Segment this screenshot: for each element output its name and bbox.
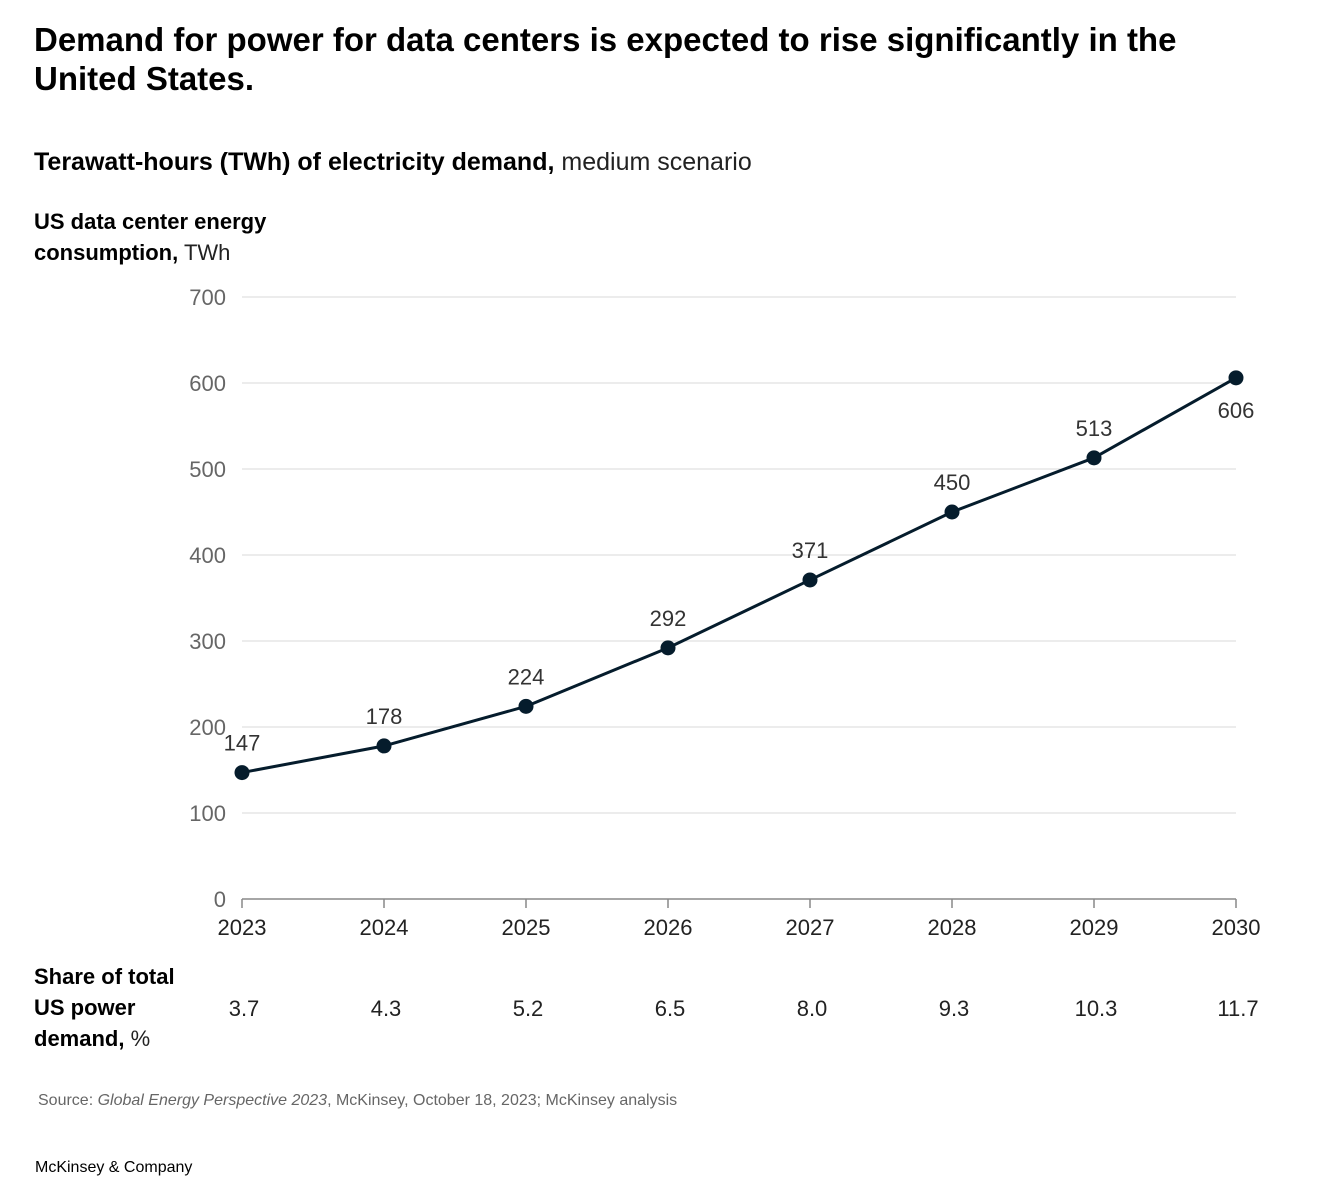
subtitle-bold: Terawatt-hours (TWh) of electricity dema…: [34, 148, 555, 176]
source-rest: , McKinsey, October 18, 2023; McKinsey a…: [327, 1092, 678, 1109]
x-tick-label: 2029: [1070, 915, 1119, 940]
gridlines: [242, 296, 1236, 814]
series: [234, 370, 1244, 781]
brand-footer: McKinsey & Company: [35, 1159, 193, 1176]
y-tick-label: 100: [189, 801, 226, 826]
y-tick-label: 400: [189, 543, 226, 568]
y-axis-label-line1: US data center energy: [34, 209, 267, 234]
x-tick-label: 2026: [644, 915, 693, 940]
x-tick-label: 2025: [502, 915, 551, 940]
share-value: 5.2: [512, 996, 544, 1021]
data-label: 224: [508, 664, 545, 689]
source-note: Source: Global Energy Perspective 2023, …: [38, 1090, 677, 1112]
data-label: 292: [650, 606, 687, 631]
share-label: Share of total US power demand, %: [34, 961, 204, 1054]
data-label: 513: [1076, 416, 1113, 441]
share-value: 6.5: [654, 996, 686, 1021]
chart-title: Demand for power for data centers is exp…: [34, 21, 1177, 97]
x-tick-label: 2028: [928, 915, 977, 940]
x-axis-ticks: 2023 2024 2025 2026 2027 2028 2029 2030: [218, 899, 1261, 940]
series-line: [241, 376, 1237, 775]
data-point: [518, 698, 534, 714]
share-label-line2: US power: [34, 995, 136, 1020]
share-label-line1: Share of total: [34, 964, 175, 989]
y-tick-label: 600: [189, 371, 226, 396]
x-tick-label: 2027: [786, 915, 835, 940]
y-tick-label: 300: [189, 629, 226, 654]
data-point: [1086, 450, 1102, 466]
share-value: 9.3: [938, 996, 970, 1021]
y-axis-label: US data center energy consumption, TWh: [34, 206, 266, 268]
share-value: 8.0: [796, 996, 828, 1021]
share-value: 4.3: [370, 996, 402, 1021]
data-point: [234, 765, 250, 781]
data-point: [944, 504, 960, 520]
data-point: [1228, 370, 1244, 386]
share-value: 11.7: [1217, 996, 1259, 1021]
y-tick-label: 700: [189, 285, 226, 310]
share-unit: %: [130, 1026, 151, 1051]
chart-subtitle: Terawatt-hours (TWh) of electricity dema…: [34, 146, 752, 178]
y-axis-label-line2: consumption, TWh: [34, 237, 266, 268]
share-value: 3.7: [228, 996, 260, 1021]
x-tick-label: 2030: [1212, 915, 1261, 940]
data-label: 147: [224, 731, 261, 756]
x-tick-label: 2024: [360, 915, 409, 940]
y-axis-unit: TWh: [183, 240, 231, 265]
data-label: 450: [934, 470, 971, 495]
y-axis-ticks: 0 100 200 300 400 500 600 700: [189, 285, 226, 912]
data-point: [660, 640, 676, 656]
data-labels: 147 178 224 292 371 450 513 606: [224, 398, 1255, 756]
y-axis-label-bold: consumption,: [34, 240, 179, 265]
source-prefix: Source:: [38, 1092, 94, 1109]
x-tick-label: 2023: [218, 915, 267, 940]
source-publication: Global Energy Perspective 2023: [97, 1092, 328, 1109]
data-label: 371: [792, 538, 829, 563]
data-point: [802, 572, 818, 588]
data-label: 606: [1218, 398, 1255, 423]
share-label-line3: demand, %: [34, 1023, 204, 1054]
subtitle-light: medium scenario: [561, 148, 752, 176]
share-value: 10.3: [1074, 996, 1118, 1021]
data-label: 178: [366, 704, 403, 729]
share-label-bold: demand,: [34, 1026, 125, 1051]
y-tick-label: 500: [189, 457, 226, 482]
data-point: [376, 738, 392, 754]
y-tick-label: 0: [214, 887, 226, 912]
y-tick-label: 200: [189, 715, 226, 740]
